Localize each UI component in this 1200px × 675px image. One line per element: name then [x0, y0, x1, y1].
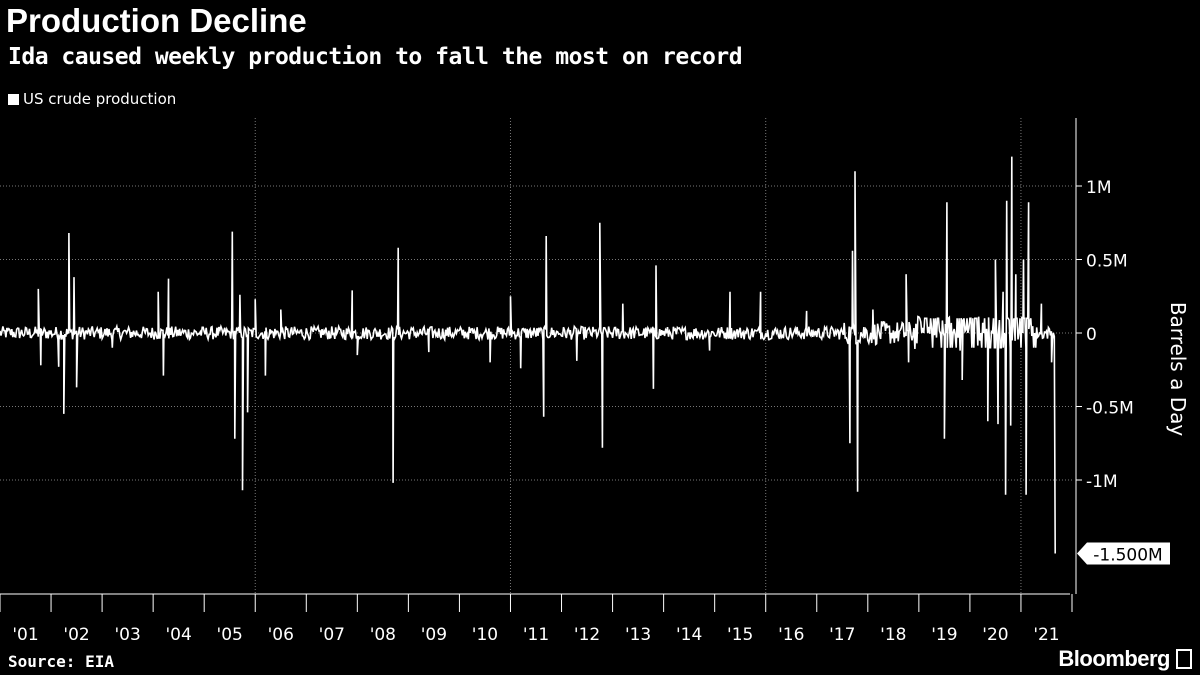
last-value-callout: [1077, 542, 1170, 565]
x-tick-label: '11: [523, 625, 549, 645]
legend-swatch-icon: [8, 93, 19, 105]
series-line-us-crude-production: [0, 156, 1056, 554]
chart-subtitle: Ida caused weekly production to fall the…: [8, 44, 743, 70]
brand-logo: Bloomberg: [1058, 646, 1192, 672]
x-tick-label: '18: [880, 625, 906, 645]
x-tick-label: '17: [829, 625, 855, 645]
chart-legend: US crude production: [8, 90, 176, 108]
x-tick-label: '05: [217, 625, 243, 645]
legend-label: US crude production: [23, 90, 177, 108]
grid-layer: [0, 118, 1072, 594]
x-tick-label: '03: [114, 625, 140, 645]
y-tick-label: 0: [1086, 325, 1097, 345]
y-tick-label: -1M: [1086, 472, 1118, 492]
x-tick-label: '19: [931, 625, 957, 645]
x-tick-label: '21: [1033, 625, 1059, 645]
x-tick-label: '07: [319, 625, 345, 645]
series-layer: [0, 156, 1056, 554]
x-tick-label: '12: [574, 625, 600, 645]
x-tick-label: '10: [472, 625, 498, 645]
x-tick-label: '09: [421, 625, 447, 645]
x-tick-label: '14: [676, 625, 702, 645]
y-axis-label: Barrels a Day: [1166, 301, 1190, 437]
y-tick-label: 0.5M: [1086, 252, 1128, 272]
axis-layer: 1M 0.5M 0 -0.5M -1M '01 '02 '03 '04 '05 '06 '07 '08 '…: [0, 118, 1170, 645]
bloomberg-terminal-icon: [1176, 649, 1192, 669]
chart-title: Production Decline: [6, 2, 307, 39]
x-tick-label: '20: [982, 625, 1008, 645]
x-tick-label: '15: [727, 625, 753, 645]
x-tick-label: '06: [268, 625, 294, 645]
x-tick-label: '01: [12, 625, 38, 645]
x-tick-label: '13: [625, 625, 651, 645]
x-tick-label: '02: [63, 625, 89, 645]
x-tick-label: '16: [778, 625, 804, 645]
source-note: Source: EIA: [8, 652, 114, 671]
x-tick-label: '08: [370, 625, 396, 645]
last-value-label: -1.500M: [1093, 546, 1162, 566]
x-tick-label: '04: [166, 625, 192, 645]
y-tick-label: -0.5M: [1086, 399, 1134, 419]
y-tick-label: 1M: [1086, 178, 1111, 198]
brand-name: Bloomberg: [1058, 646, 1170, 671]
